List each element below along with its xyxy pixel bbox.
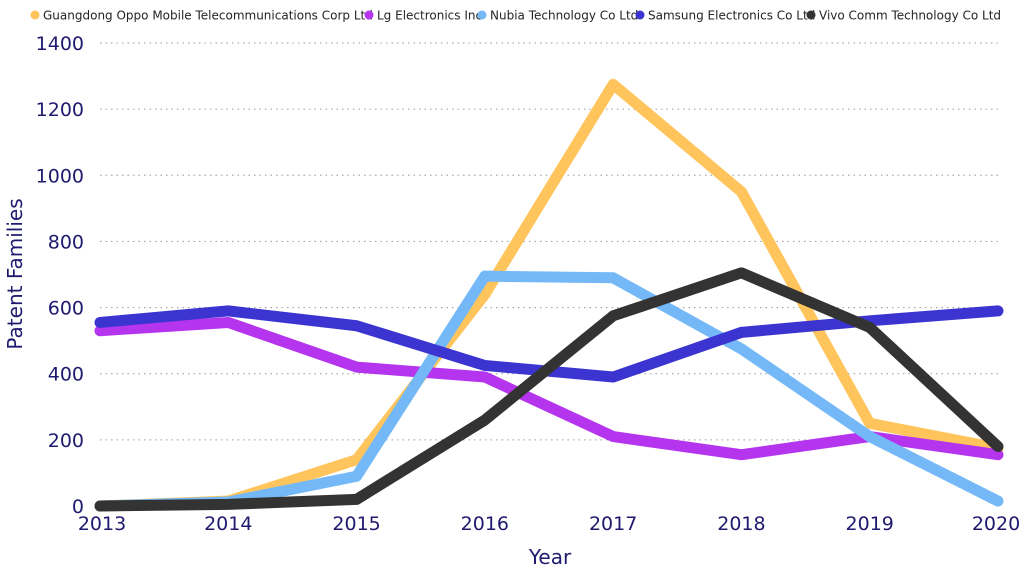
- series-line: [94, 316, 1004, 461]
- x-tick-label: 2014: [204, 513, 252, 535]
- x-tick-label: 2013: [78, 513, 126, 535]
- legend-label: Lg Electronics Inc: [377, 9, 482, 23]
- x-tick-label: 2018: [717, 513, 765, 535]
- gridlines: [100, 42, 1002, 441]
- series-lines: [94, 78, 1004, 512]
- x-tick-label: 2015: [332, 513, 380, 535]
- series-line: [94, 270, 1004, 512]
- y-tick-label: 0: [72, 496, 84, 518]
- y-tick-label: 1400: [36, 33, 84, 55]
- series-line: [94, 267, 1004, 512]
- x-axis-title: Year: [528, 545, 572, 569]
- legend: Guangdong Oppo Mobile Telecommunications…: [30, 9, 1001, 23]
- y-axis-title: Patent Families: [3, 198, 27, 349]
- legend-label: Samsung Electronics Co Ltd: [648, 9, 815, 23]
- legend-label: Guangdong Oppo Mobile Telecommunications…: [43, 9, 373, 23]
- legend-marker: [30, 10, 40, 20]
- y-tick-label: 600: [48, 298, 84, 320]
- legend-marker: [635, 10, 645, 20]
- x-tick-label: 2020: [972, 513, 1020, 535]
- y-tick-label: 200: [48, 430, 84, 452]
- y-tick-label: 400: [48, 364, 84, 386]
- y-tick-label: 800: [48, 231, 84, 253]
- x-tick-label: 2017: [589, 513, 637, 535]
- legend-label: Nubia Technology Co Ltd: [490, 9, 638, 23]
- legend-label: Vivo Comm Technology Co Ltd: [819, 9, 1001, 23]
- legend-marker: [806, 10, 816, 20]
- y-tick-label: 1200: [36, 99, 84, 121]
- legend-marker: [477, 10, 487, 20]
- y-axis-ticks: 0 200 400 600 800 1000 1200 1400: [36, 33, 84, 518]
- x-tick-label: 2016: [461, 513, 509, 535]
- x-tick-label: 2019: [846, 513, 894, 535]
- y-tick-label: 1000: [36, 165, 84, 187]
- legend-marker: [364, 10, 374, 20]
- x-axis-ticks: 2013 2014 2015 2016 2017 2018 2019 2020: [78, 513, 1020, 535]
